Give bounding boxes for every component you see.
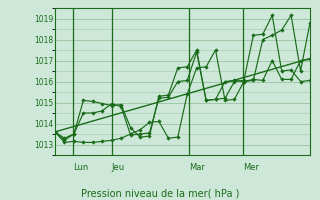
Text: Mar: Mar: [189, 163, 205, 172]
Text: Jeu: Jeu: [112, 163, 125, 172]
Text: Lun: Lun: [73, 163, 89, 172]
Text: Mer: Mer: [243, 163, 259, 172]
Text: Pression niveau de la mer( hPa ): Pression niveau de la mer( hPa ): [81, 188, 239, 198]
